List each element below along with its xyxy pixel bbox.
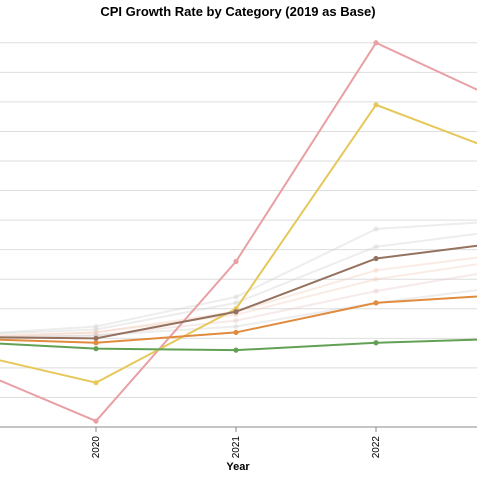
series-point bbox=[93, 335, 99, 341]
gridlines bbox=[0, 42, 477, 428]
series-point bbox=[93, 340, 99, 346]
chart-title: CPI Growth Rate by Category (2019 as Bas… bbox=[100, 4, 375, 19]
background-series-point bbox=[93, 323, 99, 330]
series-point bbox=[93, 346, 99, 352]
x-tick-label: 2020 bbox=[91, 436, 102, 459]
series-point bbox=[233, 258, 239, 265]
background-series-line-5 bbox=[0, 272, 477, 339]
background-series-point bbox=[233, 323, 239, 330]
background-series-point bbox=[373, 267, 379, 273]
background-series-point bbox=[373, 276, 379, 282]
background-series-line-6 bbox=[0, 289, 477, 339]
series-point bbox=[93, 418, 99, 424]
x-tick-label: 2022 bbox=[371, 436, 382, 459]
background-series-line-4 bbox=[0, 263, 477, 337]
background-series-point bbox=[373, 244, 379, 250]
background-series-point bbox=[373, 226, 379, 232]
highlighted-series-group bbox=[0, 40, 477, 424]
series-point bbox=[233, 309, 239, 315]
background-series-point bbox=[93, 326, 99, 333]
series-line-1 bbox=[0, 41, 477, 423]
x-tick-label: 2021 bbox=[231, 436, 242, 459]
x-axis-title: Year bbox=[226, 461, 250, 473]
series-point bbox=[373, 340, 379, 346]
background-series-point bbox=[93, 329, 99, 336]
x-axis-ticks: 2020 2021 2022 bbox=[91, 427, 382, 458]
series-point bbox=[233, 329, 239, 336]
background-series-point bbox=[373, 288, 379, 294]
series-point bbox=[373, 102, 379, 108]
background-series-point bbox=[233, 294, 239, 300]
series-point bbox=[233, 347, 239, 353]
series-line-5 bbox=[0, 338, 477, 352]
series-point bbox=[373, 255, 379, 262]
background-series-group bbox=[0, 221, 477, 339]
background-series-point bbox=[233, 300, 239, 306]
background-series-line-1 bbox=[0, 221, 477, 334]
background-series-point bbox=[233, 318, 239, 324]
background-series-line-2 bbox=[0, 232, 477, 335]
series-point bbox=[373, 40, 379, 46]
background-series-point bbox=[93, 329, 99, 336]
series-line-3 bbox=[0, 244, 477, 340]
series-point bbox=[93, 380, 99, 386]
series-point bbox=[373, 300, 379, 306]
